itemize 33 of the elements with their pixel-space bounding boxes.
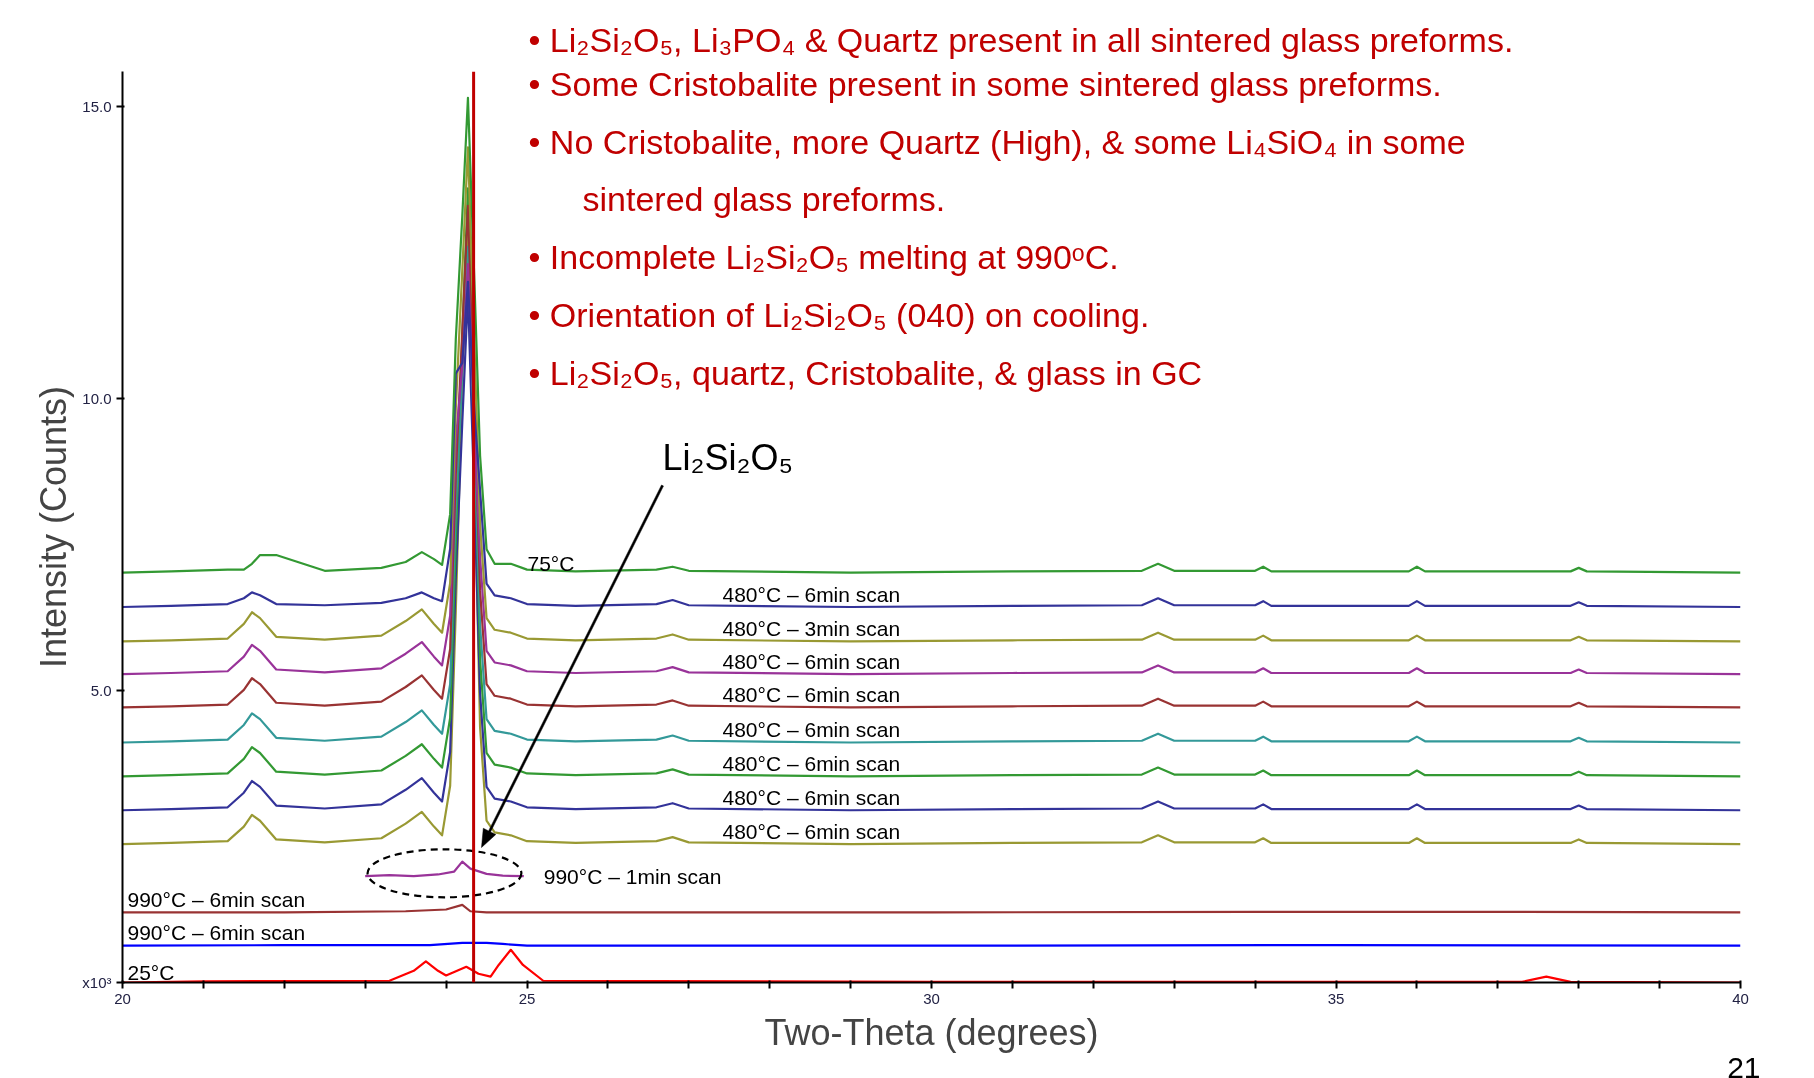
x-axis-title: Two-Theta (degrees): [764, 1011, 1099, 1053]
y-tick-label: 10.0: [82, 390, 112, 408]
text: • Li₂Si₂O₅, Li₃PO₄ & Quartz present in all sintered glass preforms.: [528, 20, 1514, 59]
annotation: Li₂Si₂O₅: [662, 437, 793, 478]
x-tick-label: 35: [1327, 989, 1345, 1007]
annotation: • Some Cristobalite present in some sintered glass preforms.: [528, 64, 1442, 103]
series-label: 480°C – 6min scan: [722, 682, 901, 706]
y-tick-label: x10³: [82, 974, 112, 991]
series-label: 480°C – 6min scan: [722, 819, 901, 843]
series-label: 990°C – 6min scan: [127, 887, 306, 911]
y-tick-label: 15.0: [82, 98, 112, 116]
series-label: 990°C – 1min scan: [543, 864, 722, 888]
annotation: • Li₂Si₂O₅, quartz, Cristobalite, & glass in GC: [528, 353, 1203, 392]
text: 21: [1727, 1050, 1761, 1078]
series-label: 480°C – 3min scan: [722, 616, 901, 640]
series-label: 480°C – 6min scan: [722, 582, 901, 606]
x-tick-label: 25: [518, 989, 536, 1007]
x-tick-label: 20: [114, 989, 131, 1007]
x-tick-label: 40: [1732, 989, 1749, 1007]
series-label: 25°C: [127, 961, 175, 984]
series-label: 480°C – 6min scan: [722, 649, 901, 673]
y-axis-title: Intensity (Counts): [33, 385, 75, 669]
series-label: 990°C – 6min scan: [127, 921, 306, 945]
y-tick-label: 5.0: [90, 682, 112, 700]
annotation: • Incomplete Li₂Si₂O₅ melting at 990ᵒC.: [528, 238, 1119, 277]
series-label: 480°C – 6min scan: [722, 717, 901, 741]
annotation: • No Cristobalite, more Quartz (High), & some Li₄SiO₄ in some sintered glass preforms.: [528, 122, 1466, 219]
annotation: • Orientation of Li₂Si₂O₅ (040) on cooling.: [528, 296, 1150, 334]
line-series: [364, 860, 525, 878]
x-tick-label: 30: [923, 989, 940, 1007]
series-label: 480°C – 6min scan: [722, 785, 901, 809]
series-label: 75°C: [527, 552, 575, 576]
series-label: 480°C – 6min scan: [722, 751, 901, 775]
